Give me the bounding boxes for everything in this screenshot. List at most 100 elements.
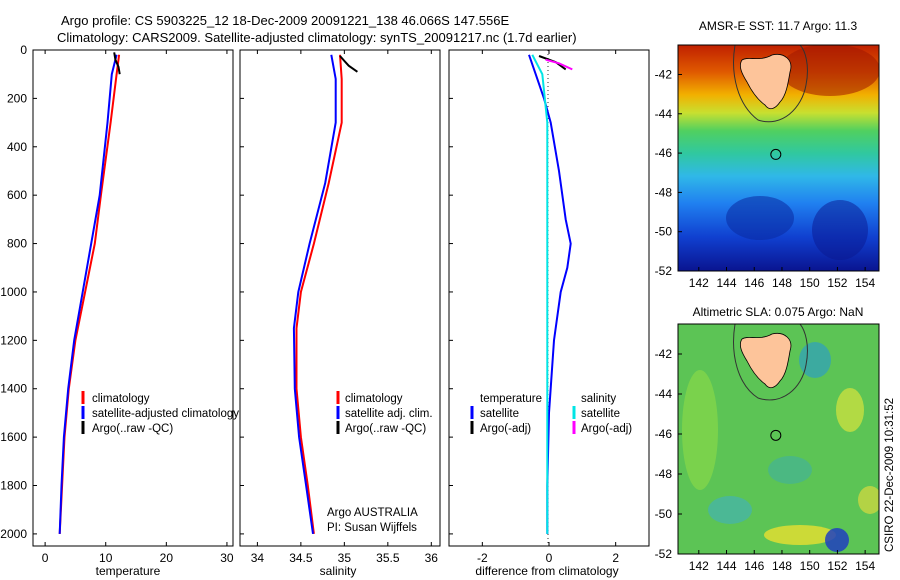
map-x-tick-label: 142 (689, 559, 709, 573)
x-tick-label: 0 (42, 551, 49, 565)
legend-label-climatology: climatology (345, 393, 403, 405)
y-tick-label: 200 (7, 91, 27, 105)
map-y-tick-label: -52 (655, 547, 673, 561)
map-y-tick-label: -48 (655, 185, 673, 199)
map-x-tick-label: 146 (744, 276, 764, 290)
legend-label-temp-argo: Argo(-adj) (480, 423, 531, 435)
series-line-satellite-adj-clim (292, 54, 337, 535)
map-y-tick-label: -44 (655, 387, 673, 401)
legend-label-satellite: satellite adj. clim. (345, 408, 433, 420)
sst-cold-patch (726, 196, 794, 240)
map-x-tick-label: 146 (744, 559, 764, 573)
sst-map: AMSR-E SST: 11.7 Argo: 11.3 142 144 146 148… (655, 19, 880, 290)
sst-bathymetry-contour (733, 45, 808, 123)
series-line-satellite-adjusted-climatology (58, 54, 118, 534)
x-tick-label: 0 (546, 551, 553, 565)
map-x-tick-label: 144 (717, 276, 737, 290)
x-tick-label: -2 (477, 551, 488, 565)
map-x-tick-label: 154 (855, 276, 875, 290)
temperature-axes-frame (32, 49, 234, 547)
map-x-tick-label: 144 (717, 559, 737, 573)
x-tick-label: 34.5 (289, 551, 313, 565)
x-tick-label: 2 (612, 551, 619, 565)
salinity-x-label: salinity (320, 564, 357, 578)
sla-anomaly-patch (858, 486, 879, 514)
x-tick-label: 34 (251, 551, 265, 565)
map-y-tick-label: -50 (655, 507, 673, 521)
series-line-salinity-argo-adj (545, 58, 573, 71)
sla-map-title: Altimetric SLA: 0.075 Argo: NaN (693, 305, 864, 319)
difference-x-label: difference from climatology (475, 564, 618, 578)
sla-anomaly-patch (836, 388, 864, 432)
difference-axes-frame (448, 49, 650, 547)
y-tick-label: 1600 (0, 430, 27, 444)
map-y-tick-label: -46 (655, 146, 673, 160)
legend-label-satellite-adjusted: satellite-adjusted climatology (92, 408, 239, 420)
x-tick-label: 30 (220, 551, 234, 565)
y-tick-label: 1400 (0, 382, 27, 396)
sla-anomaly-patch (708, 496, 752, 524)
salinity-legend: climatology satellite adj. clim. Argo(..… (336, 391, 433, 435)
y-tick-label: 1800 (0, 479, 27, 493)
x-tick-label: 35 (338, 551, 352, 565)
credit-line-1: Argo AUSTRALIA (327, 507, 418, 519)
figure-title: Argo profile: CS 5903225_12 18-Dec-2009 … (61, 13, 509, 28)
x-tick-label: 36 (425, 551, 439, 565)
x-tick-label: 35.5 (376, 551, 400, 565)
y-tick-label: 0 (20, 43, 27, 57)
legend-label-argo: Argo(..raw -QC) (345, 423, 426, 435)
argo-float-location-marker (770, 429, 782, 441)
sst-cold-patch (812, 200, 868, 260)
legend-label-sal-satellite: satellite (581, 408, 620, 420)
y-tick-label: 400 (7, 140, 27, 154)
sla-bathymetry-contour (733, 324, 808, 401)
series-line-temperature-argo-adj (538, 55, 567, 71)
map-x-tick-label: 142 (689, 276, 709, 290)
map-x-tick-label: 152 (827, 276, 847, 290)
map-y-tick-label: -48 (655, 467, 673, 481)
series-line-temperature-satellite (528, 54, 572, 534)
map-x-tick-label: 148 (772, 559, 792, 573)
map-x-tick-label: 148 (772, 276, 792, 290)
figure-subtitle: Climatology: CARS2009. Satellite-adjuste… (57, 30, 577, 45)
sst-map-title: AMSR-E SST: 11.7 Argo: 11.3 (699, 19, 858, 33)
tasmania-land (739, 332, 792, 389)
legend-label-climatology: climatology (92, 393, 150, 405)
x-tick-label: 20 (160, 551, 174, 565)
y-tick-label: 1000 (0, 285, 27, 299)
map-x-tick-label: 150 (800, 559, 820, 573)
difference-profile-chart: -2 0 2 difference from climatology tempera… (448, 49, 650, 578)
y-tick-label: 1200 (0, 333, 27, 347)
x-tick-label: 10 (99, 551, 113, 565)
map-y-tick-label: -44 (655, 107, 673, 121)
salinity-profile-chart: 34 34.5 35 35.5 36 salinity climatology sate… (239, 49, 441, 578)
map-y-tick-label: -46 (655, 427, 673, 441)
series-line-argo-raw-qc (113, 52, 121, 75)
series-line-argo-raw-qc (339, 55, 358, 73)
salinity-axes-frame (239, 49, 441, 547)
difference-legend: temperature satellite Argo(-adj) salinit… (470, 393, 632, 435)
sst-map-frame (677, 44, 880, 272)
argo-float-location-marker (770, 148, 782, 160)
temperature-x-label: temperature (96, 564, 161, 578)
y-tick-label: 2000 (0, 527, 27, 541)
series-line-climatology (58, 54, 121, 534)
temperature-profile-chart: 0 10 20 30 0 200 400 600 800 1000 1200 1400 1600 180… (0, 43, 239, 578)
legend-title-salinity: salinity (581, 393, 616, 405)
series-line-salinity-satellite (531, 54, 549, 534)
sla-anomaly-patch (682, 370, 718, 490)
y-tick-label: 600 (7, 188, 27, 202)
y-tick-label: 800 (7, 237, 27, 251)
map-x-tick-label: 152 (827, 559, 847, 573)
timestamp-stamp: CSIRO 22-Dec-2009 10:31:52 (884, 398, 896, 552)
map-y-tick-label: -42 (655, 347, 673, 361)
legend-label-argo: Argo(..raw -QC) (92, 423, 173, 435)
map-y-tick-label: -50 (655, 225, 673, 239)
sla-map: Altimetric SLA: 0.075 Argo: NaN 142 144 14… (655, 305, 880, 573)
map-y-tick-label: -42 (655, 67, 673, 81)
legend-label-sal-argo: Argo(-adj) (581, 423, 632, 435)
sla-anomaly-patch (764, 525, 836, 545)
map-y-tick-label: -52 (655, 264, 673, 278)
legend-label-temp-satellite: satellite (480, 408, 519, 420)
